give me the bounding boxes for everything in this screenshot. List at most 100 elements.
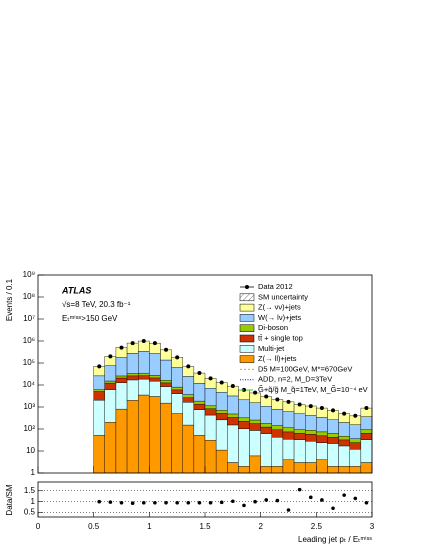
data-point bbox=[152, 341, 157, 346]
stack-segment bbox=[271, 437, 284, 467]
legend-label: tt̄ + single top bbox=[258, 333, 303, 342]
data-point bbox=[175, 355, 180, 360]
stack-segment bbox=[171, 386, 183, 391]
data-point bbox=[319, 406, 324, 411]
stack-segment bbox=[204, 414, 217, 441]
stack-segment bbox=[182, 394, 195, 398]
stack-segment bbox=[193, 400, 206, 405]
stack-segment bbox=[193, 403, 206, 410]
x-tick-label: 0 bbox=[36, 522, 41, 531]
stack-segment bbox=[293, 429, 306, 434]
stack-segment bbox=[160, 380, 172, 384]
data-point bbox=[230, 384, 235, 389]
y-axis-label: Events / 0.1 bbox=[5, 278, 14, 321]
stack-segment bbox=[282, 459, 295, 474]
ratio-point bbox=[186, 500, 191, 505]
data-point bbox=[331, 408, 336, 413]
stack-segment bbox=[282, 427, 295, 433]
stack-segment bbox=[93, 435, 105, 474]
stack-segment bbox=[338, 445, 350, 467]
atlas-label: ATLAS bbox=[61, 285, 91, 295]
stack-segment bbox=[215, 449, 228, 474]
ratio-tick-label: 1.5 bbox=[24, 486, 36, 495]
stack-segment bbox=[316, 442, 328, 460]
x-tick-label: 2 bbox=[258, 522, 263, 531]
ratio-point bbox=[364, 500, 369, 505]
y-tick-label: 10⁴ bbox=[23, 380, 36, 389]
stack-segment bbox=[149, 375, 161, 379]
x-tick-label: 3 bbox=[370, 522, 375, 531]
ratio-point bbox=[119, 500, 124, 505]
stack-segment bbox=[249, 430, 261, 457]
ratio-point bbox=[308, 495, 313, 500]
cut-label: Eₜᵐⁱˢˢ>150 GeV bbox=[62, 314, 118, 323]
x-axis-label: Leading jet pₜ / Eₜᵐⁱˢˢ bbox=[298, 535, 372, 544]
stack-segment bbox=[115, 408, 128, 474]
stack-segment bbox=[293, 413, 306, 430]
stack-segment bbox=[349, 449, 362, 467]
y-tick-label: 10⁸ bbox=[23, 292, 35, 301]
ratio-point bbox=[130, 501, 135, 506]
data-point bbox=[253, 390, 258, 395]
stack-segment bbox=[104, 389, 117, 423]
stack-segment bbox=[93, 399, 105, 436]
legend-symbol bbox=[239, 355, 255, 363]
stack-segment bbox=[204, 408, 217, 416]
stack-segment bbox=[137, 378, 150, 396]
stack-segment bbox=[160, 382, 172, 387]
stack-segment bbox=[271, 409, 284, 426]
stack-segment bbox=[338, 422, 350, 437]
stack-segment bbox=[227, 424, 239, 463]
stack-segment bbox=[126, 353, 139, 374]
stack-segment bbox=[126, 379, 139, 401]
data-point bbox=[164, 347, 169, 352]
stack-segment bbox=[349, 466, 362, 474]
stack-segment bbox=[137, 372, 150, 376]
stack-segment bbox=[327, 419, 339, 434]
stack-segment bbox=[171, 393, 183, 414]
stack-segment bbox=[316, 435, 328, 443]
y-tick-label: 10² bbox=[23, 424, 35, 433]
stack-segment bbox=[338, 466, 350, 474]
legend-label: Z(→ νν)+jets bbox=[258, 303, 301, 312]
ratio-point bbox=[331, 506, 335, 511]
y-tick-label: 10 bbox=[26, 446, 35, 455]
legend-label: G̃+q̃/g̃ M_q̃=1TeV, M_G̃=10⁻⁴ eV bbox=[258, 385, 368, 394]
stack-segment bbox=[249, 402, 261, 421]
stack-segment bbox=[260, 433, 272, 467]
stack-segment bbox=[93, 389, 105, 392]
legend-symbol bbox=[239, 293, 255, 302]
data-point bbox=[219, 380, 224, 385]
stack-segment bbox=[327, 437, 339, 444]
stack-segment bbox=[238, 466, 250, 474]
stack-segment bbox=[182, 376, 195, 395]
stack-segment bbox=[360, 416, 373, 430]
stack-segment bbox=[93, 391, 105, 401]
data-point bbox=[108, 354, 113, 359]
legend-label: Multi-jet bbox=[258, 344, 285, 353]
ratio-point bbox=[320, 498, 324, 502]
ratio-point bbox=[208, 500, 213, 505]
legend-symbol bbox=[245, 285, 249, 289]
ratio-point bbox=[231, 499, 235, 504]
legend-label: ADD, n=2, M_D=3TeV bbox=[258, 375, 332, 384]
stack-segment bbox=[238, 417, 250, 422]
stack-segment bbox=[115, 382, 128, 410]
stack-segment bbox=[204, 388, 217, 407]
y-tick-label: 10⁵ bbox=[23, 358, 35, 367]
ratio-point bbox=[175, 500, 179, 505]
stack-segment bbox=[316, 416, 328, 433]
ratio-axis-label: Data/SM bbox=[5, 484, 14, 515]
x-tick-label: 1 bbox=[147, 522, 152, 531]
energy-label: √s=8 TeV, 20.3 fb⁻¹ bbox=[62, 300, 131, 309]
stack-segment bbox=[327, 443, 339, 467]
data-point bbox=[119, 345, 124, 350]
stack-segment bbox=[171, 367, 183, 388]
stack-segment bbox=[282, 439, 295, 460]
stack-segment bbox=[305, 430, 317, 435]
stack-segment bbox=[227, 395, 239, 415]
x-tick-label: 1.5 bbox=[199, 522, 211, 531]
stack-segment bbox=[227, 417, 239, 426]
stack-segment bbox=[104, 380, 117, 384]
data-point bbox=[308, 404, 313, 409]
